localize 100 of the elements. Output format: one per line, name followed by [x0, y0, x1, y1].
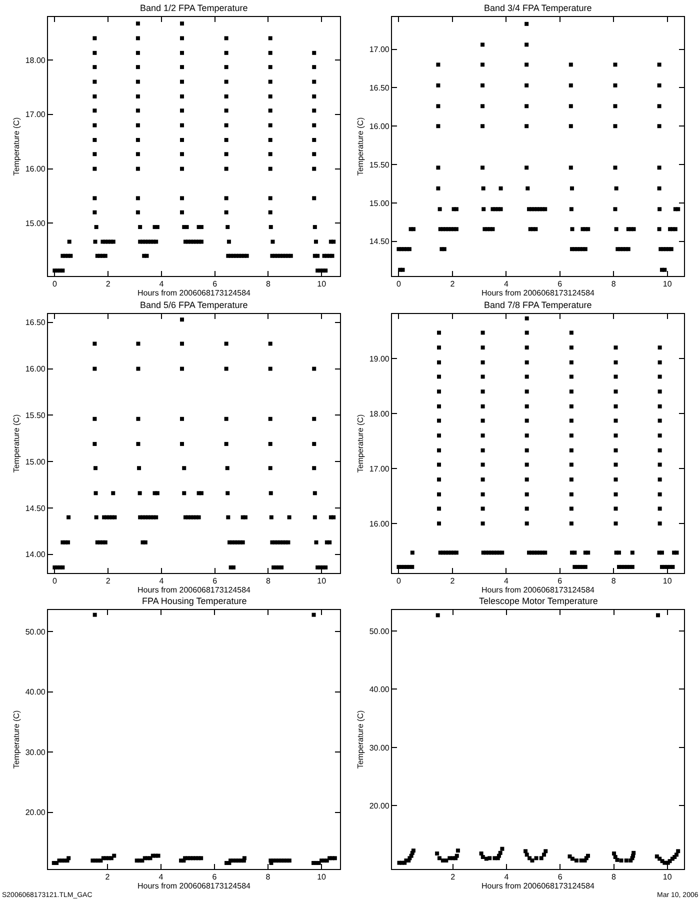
- y-tick-label: 30.00: [369, 743, 390, 752]
- point: [330, 254, 334, 258]
- chart-title: Band 7/8 FPA Temperature: [484, 300, 592, 310]
- point: [224, 123, 228, 128]
- y-tick-label: 14.00: [25, 550, 46, 560]
- point: [658, 522, 662, 526]
- point: [437, 346, 442, 350]
- x-tick-label: 4: [159, 280, 164, 289]
- point: [480, 478, 485, 482]
- point: [568, 166, 573, 170]
- point: [658, 404, 662, 408]
- point: [268, 196, 272, 200]
- point: [180, 36, 184, 40]
- y-tick-label: 16.00: [369, 519, 390, 528]
- point: [437, 418, 442, 423]
- point: [180, 366, 184, 371]
- point: [437, 360, 442, 364]
- point: [569, 434, 574, 438]
- point: [312, 50, 316, 55]
- point: [614, 390, 618, 394]
- point: [658, 492, 662, 496]
- point: [111, 491, 116, 496]
- point: [436, 83, 440, 88]
- point: [312, 416, 316, 421]
- point: [437, 492, 442, 496]
- point: [480, 360, 485, 364]
- point: [500, 550, 504, 555]
- point: [180, 94, 184, 98]
- point: [155, 491, 160, 496]
- point: [112, 515, 117, 520]
- point: [268, 491, 273, 496]
- point: [268, 138, 272, 142]
- point: [180, 22, 184, 26]
- y-tick-label: 15.50: [25, 410, 46, 420]
- point: [524, 104, 529, 108]
- point: [658, 374, 662, 379]
- point: [268, 466, 272, 470]
- point: [568, 104, 573, 108]
- x-tick-label: 2: [105, 872, 110, 882]
- point: [68, 254, 73, 258]
- x-axis-title: Hours from 2006068173124584: [138, 586, 252, 595]
- point: [658, 506, 662, 511]
- point: [490, 227, 495, 232]
- point: [314, 540, 318, 544]
- point: [454, 550, 458, 555]
- y-tick-label: 15.50: [369, 160, 390, 170]
- point: [136, 94, 140, 98]
- point: [568, 62, 573, 67]
- point: [657, 227, 662, 232]
- point: [480, 404, 485, 408]
- point: [657, 104, 662, 108]
- point: [324, 268, 328, 273]
- point: [332, 856, 337, 860]
- point: [154, 515, 158, 520]
- x-tick-label: 4: [504, 872, 510, 882]
- y-tick-label: 15.00: [25, 219, 46, 228]
- point: [180, 108, 184, 113]
- point: [480, 492, 485, 496]
- point: [613, 104, 618, 108]
- point: [613, 62, 618, 67]
- point: [312, 491, 317, 496]
- x-axis-title: Hours from 2006068173124584: [482, 586, 596, 595]
- point: [138, 225, 142, 230]
- point: [437, 506, 442, 511]
- y-tick-label: 15.00: [369, 198, 390, 208]
- point: [136, 36, 140, 40]
- point: [613, 124, 618, 128]
- point: [268, 442, 272, 446]
- point: [92, 65, 97, 70]
- chart-title: Telescope Motor Temperature: [479, 596, 598, 606]
- point: [112, 854, 116, 858]
- x-tick-label: 8: [266, 872, 271, 882]
- point: [524, 506, 529, 511]
- chart-title: Band 5/6 FPA Temperature: [140, 300, 248, 310]
- point: [437, 390, 442, 394]
- point: [224, 108, 228, 113]
- point: [180, 196, 184, 200]
- point: [184, 225, 189, 230]
- x-tick-label: 6: [558, 280, 563, 289]
- point: [614, 522, 618, 526]
- point: [240, 540, 245, 544]
- y-tick-label: 16.00: [25, 364, 46, 374]
- point: [136, 442, 140, 446]
- point: [438, 207, 442, 212]
- point: [312, 123, 316, 128]
- point: [180, 166, 184, 171]
- point: [436, 186, 440, 190]
- y-tick-label: 50.00: [369, 626, 390, 636]
- point: [437, 374, 442, 379]
- point: [268, 80, 272, 84]
- chart-title: Band 3/4 FPA Temperature: [484, 3, 592, 13]
- point: [92, 210, 97, 214]
- x-axis-title: Hours from 2006068173124584: [138, 288, 252, 298]
- point: [569, 418, 574, 423]
- y-axis-title: Temperature (C): [12, 710, 22, 769]
- point: [144, 254, 149, 258]
- point: [268, 210, 272, 214]
- point: [224, 94, 228, 98]
- point: [407, 247, 412, 252]
- point: [437, 404, 442, 408]
